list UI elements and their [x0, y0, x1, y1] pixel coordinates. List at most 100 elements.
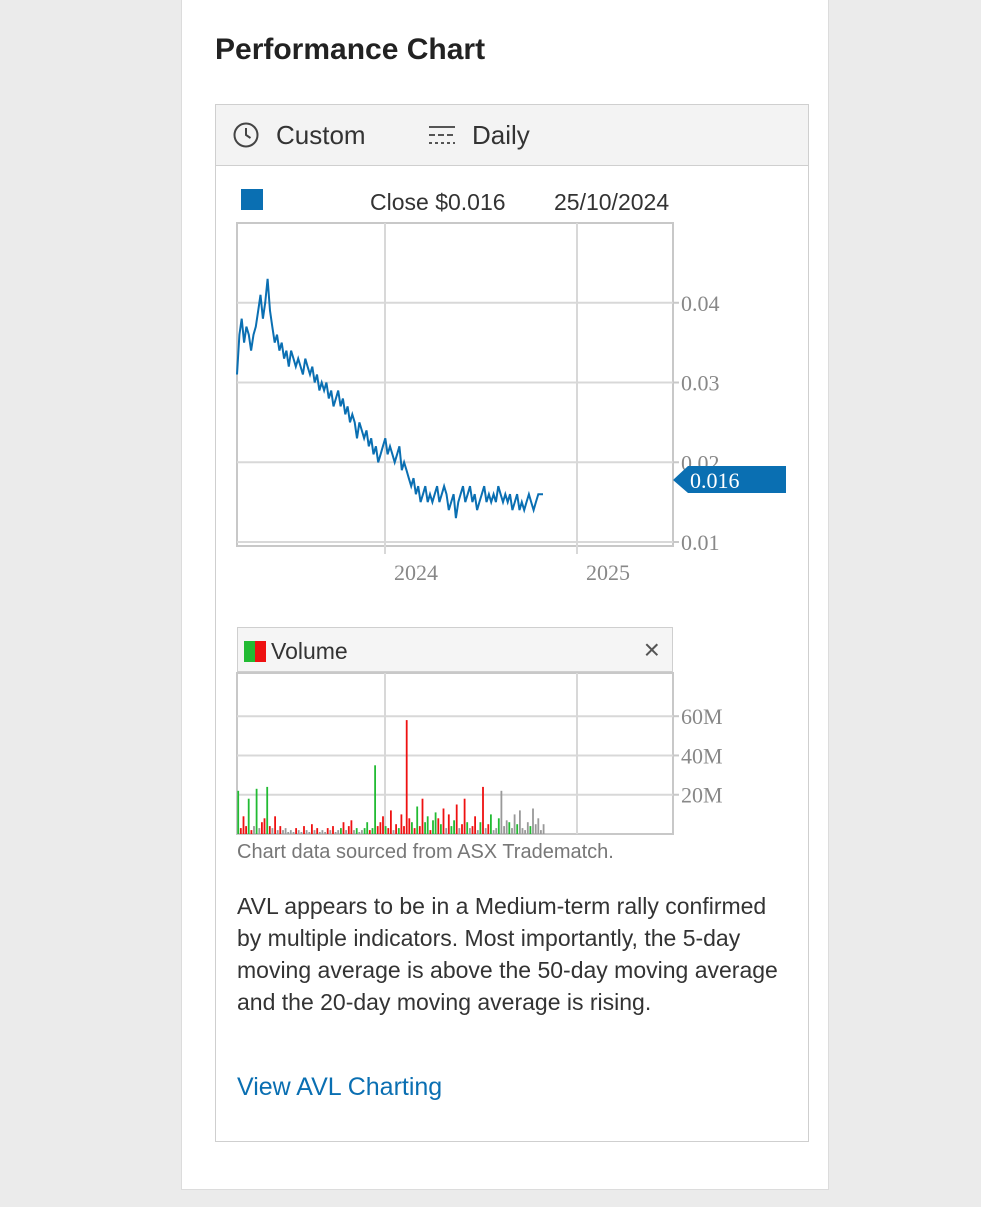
volume-bar	[313, 830, 316, 834]
volume-bar	[416, 806, 419, 834]
volume-bar	[437, 818, 440, 834]
volume-bar	[411, 822, 413, 834]
volume-bar	[440, 824, 442, 834]
volume-bar	[474, 816, 476, 834]
volume-bar	[303, 826, 305, 834]
current-price-label: 0.016	[690, 468, 740, 493]
view-charting-link[interactable]: View AVL Charting	[237, 1073, 443, 1101]
period-selector-button[interactable]: Custom	[232, 105, 366, 165]
data-source-note: Chart data sourced from ASX Tradematch.	[237, 841, 614, 863]
volume-bar	[311, 824, 313, 834]
trend-analysis-text: AVL appears to be in a Medium-term rally…	[237, 893, 778, 1015]
volume-bar	[519, 810, 521, 834]
interval-lines-icon	[429, 126, 455, 144]
volume-bar	[453, 820, 455, 834]
volume-bar	[526, 822, 529, 834]
volume-bar	[382, 816, 384, 834]
price-line	[236, 278, 543, 519]
volume-bar	[237, 790, 240, 834]
volume-bar	[455, 804, 458, 834]
volume-bar	[434, 812, 437, 834]
volume-bar	[516, 824, 519, 834]
volume-bar	[321, 830, 324, 834]
volume-bar	[490, 814, 492, 834]
volume-bar	[347, 826, 350, 834]
volume-chart[interactable]: 20M 40M 60M	[0, 0, 981, 900]
volume-y-tick-label: 20M	[681, 783, 723, 808]
volume-bar	[405, 720, 408, 834]
legend-date: 25/10/2024	[554, 189, 670, 215]
volume-y-tick-label: 40M	[681, 743, 723, 768]
volume-bar	[371, 828, 374, 834]
volume-bar	[513, 814, 516, 834]
volume-gridlines	[237, 673, 679, 834]
volume-bar	[511, 828, 513, 834]
volume-bar	[432, 820, 434, 834]
volume-bar	[458, 828, 461, 834]
volume-bar	[421, 798, 424, 834]
volume-bar	[295, 828, 297, 834]
volume-bar	[463, 798, 466, 834]
volume-bar	[350, 820, 353, 834]
volume-label: Volume	[271, 638, 348, 664]
volume-bar	[424, 822, 426, 834]
volume-bar	[376, 826, 379, 834]
volume-bar	[500, 790, 503, 834]
volume-bar	[268, 826, 271, 834]
volume-bar	[318, 832, 321, 834]
volume-bar	[429, 830, 432, 834]
interval-selector-button[interactable]: Daily	[428, 105, 530, 165]
volume-bar	[390, 810, 392, 834]
price-x-tick-label: 2025	[586, 560, 630, 585]
volume-bar	[282, 830, 284, 834]
chart-toolbar: Custom Daily	[216, 105, 808, 166]
volume-bar	[353, 830, 355, 834]
price-x-tick-label: 2024	[394, 560, 438, 585]
volume-bar	[355, 828, 358, 834]
volume-bar	[287, 832, 290, 834]
volume-bar	[524, 830, 526, 834]
volume-bar	[387, 828, 390, 834]
price-y-tick-label: 0.04	[681, 291, 720, 316]
interval-selector-label: Daily	[472, 119, 530, 150]
volume-bar	[540, 830, 542, 834]
volume-bar	[279, 826, 282, 834]
volume-bar	[261, 822, 263, 834]
close-volume-icon[interactable]: ×	[643, 634, 660, 665]
series-color-swatch	[241, 189, 263, 210]
volume-bar	[442, 808, 445, 834]
volume-bar	[342, 822, 345, 834]
volume-plot-area	[236, 672, 674, 835]
volume-bar	[332, 826, 334, 834]
price-series-line	[236, 278, 543, 519]
volume-bar	[363, 828, 366, 834]
volume-bar	[266, 786, 269, 834]
volume-bar	[292, 832, 295, 834]
volume-bar	[505, 820, 508, 834]
volume-bar	[537, 818, 540, 834]
volume-bar	[384, 826, 387, 834]
volume-bar	[366, 822, 369, 834]
volume-bar	[247, 798, 250, 834]
volume-bar	[479, 822, 482, 834]
volume-bar	[316, 828, 319, 834]
volume-bar	[245, 826, 247, 834]
volume-bar	[308, 832, 311, 834]
volume-icon	[244, 641, 266, 662]
price-y-tick-label: 0.03	[681, 371, 720, 396]
clock-icon	[233, 122, 259, 148]
volume-bar	[495, 828, 498, 834]
volume-bar	[534, 824, 537, 834]
volume-bar	[345, 830, 347, 834]
volume-bar	[400, 814, 403, 834]
volume-bar	[326, 828, 329, 834]
volume-bar	[426, 816, 429, 834]
volume-bar	[532, 808, 534, 834]
price-y-tick-label: 0.01	[681, 530, 720, 555]
volume-bar	[334, 832, 337, 834]
volume-bar	[413, 828, 416, 834]
volume-bar	[274, 816, 276, 834]
volume-bar	[337, 830, 340, 834]
